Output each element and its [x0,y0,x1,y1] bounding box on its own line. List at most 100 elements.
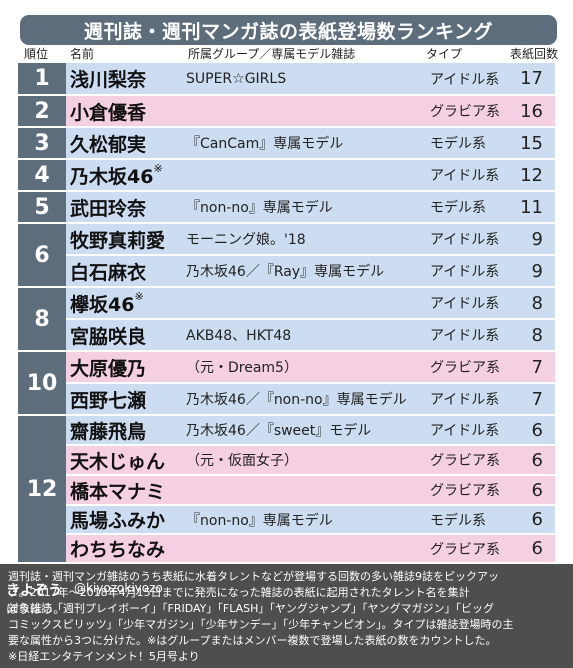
note-line: コミックスピリッツ」「少年マガジン」「少年サンデー」「少年チャンピオン」。タイプ… [8,618,514,631]
talent-name: 大原優乃 [70,357,147,380]
table-row: 馬場ふみか 『non-no』専属モデル モデル系 6 [66,506,555,535]
cover-count: 11 [520,196,543,218]
talent-type: アイドル系 [430,264,500,280]
talent-type: モデル系 [430,136,486,152]
talent-type: アイドル系 [430,168,500,184]
rank-cell: 5 [18,192,66,224]
talent-type: アイドル系 [430,296,500,312]
talent-name: わちちなみ [70,539,166,561]
talent-name: 欅坂46※ [70,289,144,316]
talent-name: 橋本マナミ [70,480,166,503]
talent-name: 浅川梨奈 [70,69,147,91]
source-note: ※日経エンタテインメント！5月号より [8,650,200,663]
talent-type: グラビア系 [430,541,500,558]
watermark-name: きよぞう [6,583,62,599]
talent-type: グラビア系 [430,104,500,120]
talent-name: 牧野真莉愛 [70,229,166,252]
talent-group: モーニング娘。'18 [186,232,306,248]
rank-cell: 6 [18,224,66,288]
note-line: 週刊誌・週刊マンガ雑誌のうち表紙に水着タレントなどが登場する回数の多い雑誌9誌を… [8,570,499,583]
watermark-handle: @kiyozokiyozo [74,581,163,595]
table-row: わちちなみ グラビア系 6 [66,535,555,564]
rank-cell: 8 [18,288,66,352]
footer-notes: 週刊誌・週刊マンガ雑誌のうち表紙に水着タレントなどが登場する回数の多い雑誌9誌を… [0,564,573,668]
cover-count: 6 [531,419,543,441]
table-row: 西野七瀬 乃木坂46／『non-no』専属モデル アイドル系 7 [66,384,555,416]
table-row: 白石麻衣 乃木坂46／『Ray』専属モデル アイドル系 9 [66,256,555,288]
talent-name: 久松郁実 [70,133,147,156]
talent-name: 天木じゅん [70,450,166,473]
talent-type: モデル系 [430,200,486,216]
cover-count: 15 [520,132,543,154]
cover-count: 9 [531,228,543,250]
note-line: 要な属性から3つに分けた。※はグループまたはメンバー複数で登場した表紙の数をカウ… [8,634,497,647]
talent-group: 乃木坂46／『Ray』専属モデル [186,264,385,280]
talent-name: 馬場ふみか [70,510,166,532]
rank-cell: 3 [18,128,66,160]
column-header-count: 表紙回数 [510,47,559,61]
talent-type: アイドル系 [430,423,500,439]
talent-name: 白石麻衣 [70,261,147,284]
column-header-group: 所属グループ／専属モデル雑誌 [188,47,356,61]
talent-type: モデル系 [430,512,486,529]
cover-count: 6 [531,449,543,471]
cover-count: 8 [531,292,543,314]
talent-type: グラビア系 [430,360,500,376]
rank-cell: 4 [18,160,66,192]
cover-count: 6 [531,479,543,501]
table-title: 週刊誌・週刊マンガ誌の表紙登場数ランキング [20,15,557,45]
cover-count: 17 [520,68,543,89]
table-row: 久松郁実 『CanCam』専属モデル モデル系 15 [66,128,555,160]
talent-type: アイドル系 [430,328,500,344]
talent-name: 小倉優香 [70,101,147,124]
table-row: 乃木坂46※ アイドル系 12 [66,160,555,192]
talent-group: 『non-no』専属モデル [186,512,333,529]
table-row: 小倉優香 グラビア系 16 [66,96,555,128]
cover-count: 6 [531,538,543,559]
table-row: 天木じゅん （元・仮面女子） グラビア系 6 [66,446,555,476]
cover-count: 9 [531,260,543,282]
talent-type: アイドル系 [430,71,500,88]
talent-type: グラビア系 [430,483,500,499]
table-row: 牧野真莉愛 モーニング娘。'18 アイドル系 9 [66,224,555,256]
talent-type: グラビア系 [430,453,500,469]
table-row: 橋本マナミ グラビア系 6 [66,476,555,506]
talent-group: 『non-no』専属モデル [186,200,333,216]
table-row: 齋藤飛鳥 乃木坂46／『sweet』モデル アイドル系 6 [66,416,555,446]
talent-name: 齋藤飛鳥 [70,420,147,443]
talent-group: AKB48、HKT48 [186,328,292,344]
rank-cell: 12 [18,416,66,564]
talent-type: アイドル系 [430,392,500,408]
table-row: 宮脇咲良 AKB48、HKT48 アイドル系 8 [66,320,555,352]
column-header-type: タイプ [426,47,463,61]
talent-name: 乃木坂46※ [70,161,163,188]
rank-cell: 10 [18,352,66,416]
column-header-rank: 順位 [24,47,49,61]
table-row: 浅川梨奈 SUPER☆GIRLS アイドル系 17 [66,63,555,96]
talent-group: （元・Dream5） [186,360,298,376]
cover-count: 6 [531,509,543,530]
table-row: 武田玲奈 『non-no』専属モデル モデル系 11 [66,192,555,224]
talent-name: 西野七瀬 [70,389,147,412]
cover-count: 7 [531,388,543,410]
talent-group: 乃木坂46／『sweet』モデル [186,423,372,439]
rank-cell: 1 [18,63,66,96]
talent-group: （元・仮面女子） [186,453,298,469]
table-row: 大原優乃 （元・Dream5） グラビア系 7 [66,352,555,384]
column-header-name: 名前 [70,47,95,61]
cover-count: 16 [520,100,543,122]
rank-cell: 2 [18,96,66,128]
talent-group: SUPER☆GIRLS [186,70,287,87]
watermark-sub: ほうほう。 [6,602,66,616]
cover-count: 8 [531,324,543,346]
talent-type: アイドル系 [430,232,500,248]
talent-name: 宮脇咲良 [70,325,147,348]
cover-count: 12 [520,164,543,186]
table-row: 欅坂46※ アイドル系 8 [66,288,555,320]
talent-group: 『CanCam』専属モデル [186,136,344,152]
note-line: プ。2017年〜2018年4月15日までに発売になった雑誌の表紙に起用されたタレ… [8,586,470,599]
talent-group: 乃木坂46／『non-no』専属モデル [186,392,407,408]
cover-count: 7 [531,356,543,378]
note-line: 対象雑誌「週刊プレイボーイ」「FRIDAY」「FLASH」「ヤングジャンプ」「ヤ… [8,602,494,615]
talent-name: 武田玲奈 [70,197,147,220]
